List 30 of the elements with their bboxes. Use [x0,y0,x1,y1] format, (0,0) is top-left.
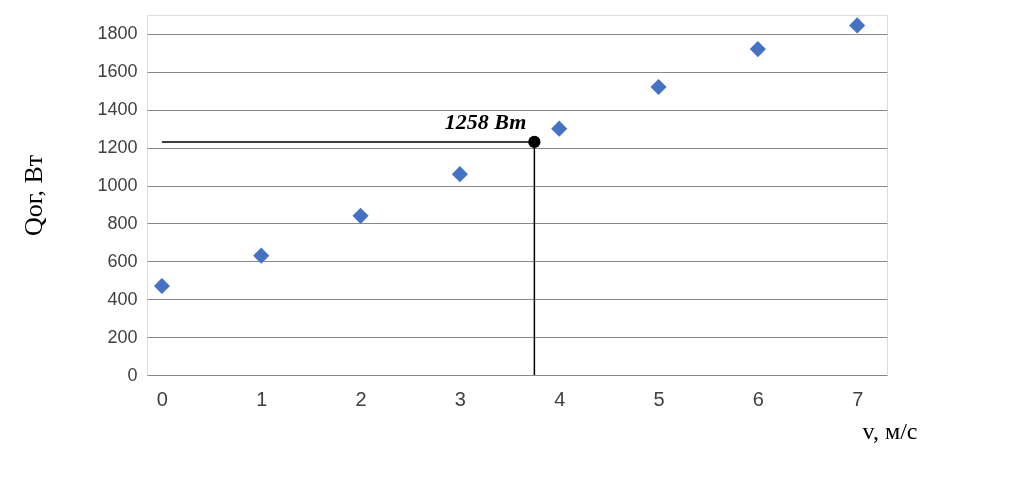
point [153,277,170,295]
x-tick-label: 2 [355,387,367,410]
x-tick-label: 5 [653,387,665,410]
y-axis-title: Qог, Вт [19,154,49,237]
x-tick-label: 1 [256,387,268,410]
point [551,120,568,137]
point [528,135,541,149]
y-tick-label: 600 [107,250,138,271]
y-tick-label: 800 [107,212,138,233]
y-tick-label: 1200 [97,137,138,158]
x-tick-label: 6 [752,387,764,410]
y-tick-label: 200 [107,326,138,347]
y-tick-label: 1400 [97,99,138,120]
y-tick-label: 1000 [97,175,138,196]
point [352,207,369,224]
point [253,247,270,264]
x-tick-label: 3 [454,387,466,410]
point [650,78,667,96]
point [849,17,866,34]
y-tick-label: 1600 [97,61,138,82]
x-axis-title: v, м/с [862,417,918,444]
point [749,41,766,58]
y-tick-label: 400 [107,288,138,309]
x-tick-label: 7 [852,387,864,410]
annotation: 1258 Вт [444,108,527,134]
y-tick-label: 1800 [97,23,138,44]
y-tick-label: 0 [127,364,138,385]
x-tick-label: 4 [554,387,566,410]
x-tick-label: 0 [156,387,168,410]
point [451,166,468,183]
